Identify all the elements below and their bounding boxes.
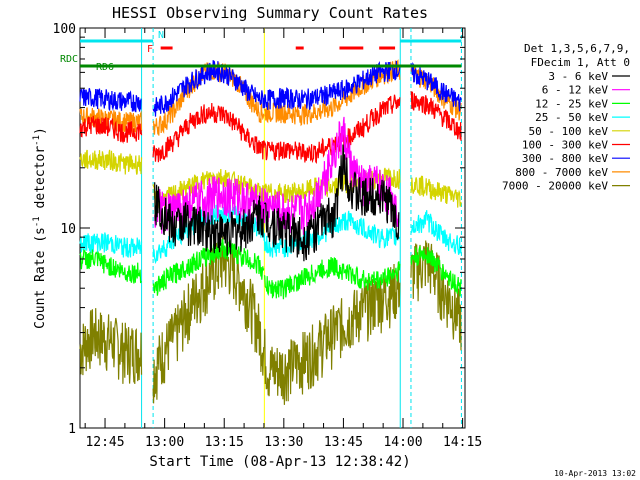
legend-entry-label: 3 - 6 keV <box>548 70 608 83</box>
chart-title: HESSI Observing Summary Count Rates <box>112 4 428 22</box>
x-tick-label: 12:45 <box>85 435 124 450</box>
series-line <box>79 149 143 175</box>
x-tick-label: 13:15 <box>205 435 244 450</box>
series-line <box>152 60 265 117</box>
legend-entry-label: 300 - 800 keV <box>522 152 608 165</box>
series-line <box>263 60 401 111</box>
series-line <box>410 175 462 208</box>
series-line <box>154 176 265 234</box>
series-line <box>79 248 142 284</box>
flag-label: N <box>158 30 164 41</box>
series-line <box>79 87 142 113</box>
flag-label: RDC <box>60 54 78 65</box>
series-line <box>263 256 401 300</box>
x-tick-label: 13:45 <box>324 435 363 450</box>
legend-entry-label: 12 - 25 keV <box>535 97 608 110</box>
y-tick-label: 1 <box>68 422 76 437</box>
series-line <box>410 210 462 255</box>
series-line <box>154 182 265 256</box>
x-tick-label: 14:15 <box>443 435 482 450</box>
series-line <box>410 62 462 112</box>
x-tick-label: 14:00 <box>383 435 422 450</box>
series-line <box>79 115 143 145</box>
series-line <box>152 238 265 296</box>
legend-entry-label: 800 - 7000 keV <box>515 166 608 179</box>
series-line <box>410 240 462 351</box>
series-line <box>152 102 265 163</box>
y-tick-label: 10 <box>60 222 76 237</box>
y-axis-label: Count Rate (s-1 detector-1) <box>32 127 48 329</box>
x-tick-label: 13:00 <box>145 435 184 450</box>
flag-label: F <box>147 44 153 55</box>
x-tick-label: 13:30 <box>264 435 303 450</box>
series-line <box>410 91 462 141</box>
legend-entry-label: 50 - 100 keV <box>529 125 609 138</box>
legend-entry-label: 100 - 300 keV <box>522 139 608 152</box>
series-line <box>152 236 265 404</box>
legend-entry-label: 7000 - 20000 keV <box>502 180 608 193</box>
series-line <box>410 245 462 297</box>
flag-bars: NF RDC RD6 <box>60 30 462 73</box>
series-line <box>79 107 143 133</box>
series-lines <box>79 59 462 405</box>
y-tick-label: 100 <box>53 22 76 37</box>
series-line <box>79 232 143 258</box>
x-axis-label: Start Time (08-Apr-13 12:38:42) <box>149 454 410 470</box>
legend-header: FDecim 1, Att 0 <box>531 56 630 69</box>
series-line <box>263 116 400 236</box>
x-axis-ticks: 12:45 13:00 13:15 13:30 13:45 14:00 14:15 <box>84 28 482 450</box>
legend-entry-label: 25 - 50 keV <box>535 111 608 124</box>
legend-entry-label: 6 - 12 keV <box>542 84 609 97</box>
legend-header: Det 1,3,5,6,7,9, <box>524 42 630 55</box>
series-line <box>263 144 400 262</box>
legend: Det 1,3,5,6,7,9,FDecim 1, Att 03 - 6 keV… <box>502 42 630 193</box>
series-line <box>263 262 401 405</box>
series-line <box>79 308 143 384</box>
series-line <box>152 168 265 209</box>
flag-label: RD6 <box>96 62 114 73</box>
timestamp: 10-Apr-2013 13:02 <box>554 469 636 478</box>
